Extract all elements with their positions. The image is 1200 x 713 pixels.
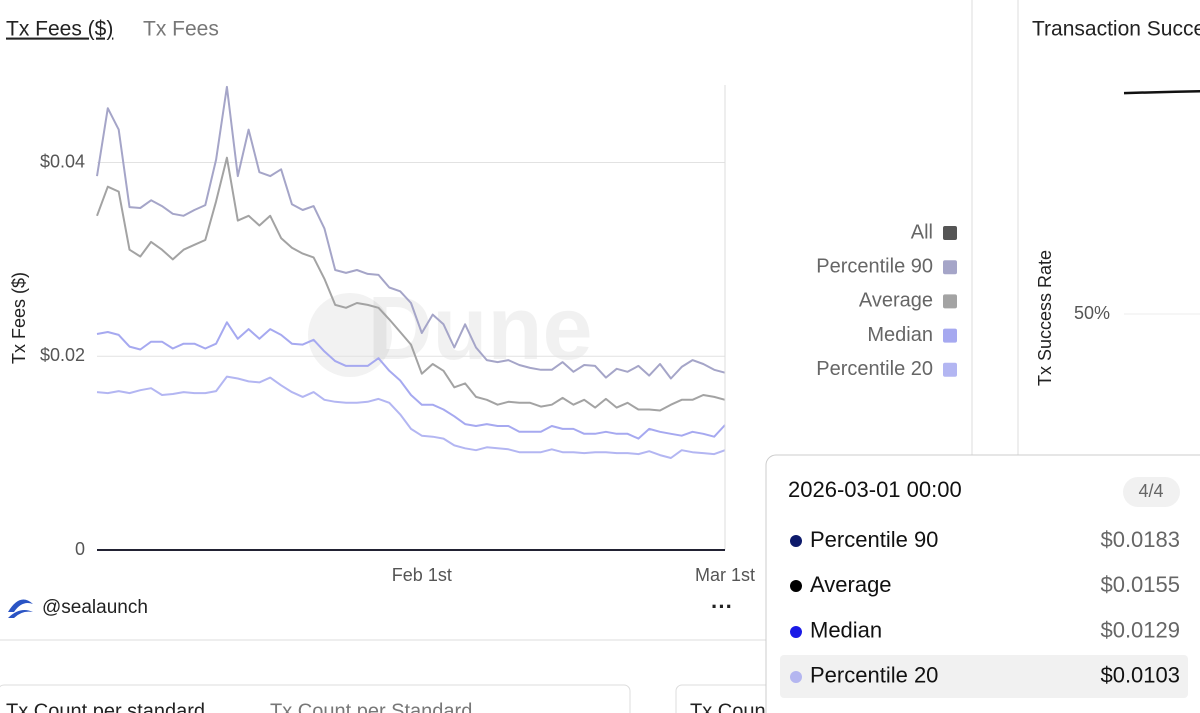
x-tick-label: Feb 1st — [392, 565, 452, 585]
legend-swatch — [943, 226, 957, 240]
y-tick-label: 50% — [1074, 303, 1110, 323]
series-line — [96, 321, 726, 440]
tooltip-value: $0.0183 — [1100, 527, 1180, 552]
y-tick-label: 0 — [75, 539, 85, 559]
legend-swatch — [943, 294, 957, 309]
tooltip-value: $0.0129 — [1100, 617, 1180, 642]
tooltip: 2026-03-01 00:00 4/4 Percentile 90 $0.018… — [765, 454, 1200, 713]
menu-dots[interactable]: ··· — [711, 594, 733, 619]
legend-swatch — [943, 362, 957, 377]
tooltip-label: Median — [810, 617, 882, 642]
legend-swatch — [943, 260, 957, 275]
tooltip-dot — [790, 626, 802, 638]
series-line — [96, 156, 726, 412]
chart-title: Transaction Success Rate — [1032, 18, 1200, 41]
author[interactable]: @sealaunch — [42, 597, 148, 618]
series-line — [96, 85, 726, 380]
y-tick-label: $0.04 — [40, 151, 85, 171]
legend-label[interactable]: Percentile 20 — [816, 358, 933, 380]
tooltip-title: 2026-03-01 00:00 — [788, 477, 962, 502]
tooltip-label: Percentile 20 — [810, 663, 938, 688]
y-axis-label: Tx Fees ($) — [9, 272, 29, 364]
legend-label[interactable]: Average — [859, 290, 933, 312]
tooltip-dot — [790, 671, 802, 683]
tab[interactable]: Tx Count — [690, 700, 772, 713]
tab[interactable]: Tx Count per standard — [6, 700, 205, 713]
tab[interactable]: Tx Fees ($) — [6, 18, 113, 41]
legend-swatch — [943, 328, 957, 343]
x-tick-label: Mar 1st — [695, 565, 755, 585]
legend-label[interactable]: Percentile 90 — [816, 255, 933, 277]
tooltip-value: $0.0155 — [1100, 572, 1180, 597]
author-logo — [8, 599, 33, 618]
tooltip-box — [765, 454, 1200, 713]
legend-label[interactable]: Median — [867, 324, 933, 346]
tooltip-dot — [790, 535, 802, 547]
tooltip-highlight — [780, 655, 1188, 698]
tab[interactable]: Tx Count per Standard — [270, 700, 472, 713]
tab[interactable]: Tx Fees — [143, 18, 219, 41]
tooltip-value: $0.0103 — [1100, 663, 1180, 688]
tooltip-label: Percentile 90 — [810, 527, 938, 552]
tooltip-count: 4/4 — [1138, 481, 1163, 501]
tooltip-label: Average — [810, 572, 892, 597]
y-tick-label: $0.02 — [40, 345, 85, 365]
tooltip-dot — [790, 580, 802, 592]
card — [0, 684, 631, 713]
series-line — [96, 375, 726, 459]
series-line — [1123, 89, 1200, 95]
legend-label[interactable]: All — [911, 221, 933, 243]
tooltip-count-pill — [1123, 477, 1180, 507]
y-axis-label: Tx Success Rate — [1035, 250, 1055, 386]
